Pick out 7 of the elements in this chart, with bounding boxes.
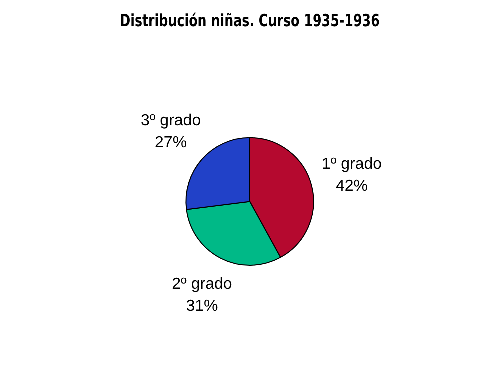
chart-title: Distribución niñas. Curso 1935-1936 — [120, 10, 380, 32]
data-label: 42% — [336, 178, 368, 195]
data-label: 31% — [186, 298, 218, 315]
slice-label: 3º grado — [140, 112, 202, 130]
slice-label: 1º grado — [322, 156, 382, 173]
data-label: 27% — [155, 134, 188, 152]
slice-label: 2º grado — [172, 276, 232, 293]
